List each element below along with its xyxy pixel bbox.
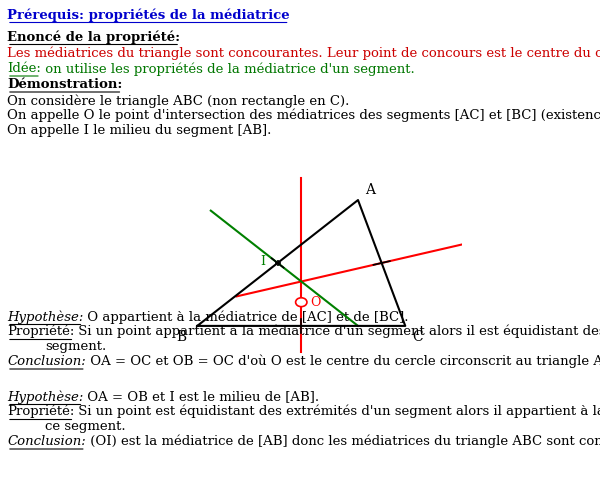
Text: OA = OB et I est le milieu de [AB].: OA = OB et I est le milieu de [AB]. [83, 390, 320, 403]
Text: Enoncé de la propriété:: Enoncé de la propriété: [7, 30, 180, 43]
Circle shape [296, 298, 307, 307]
Text: Les médiatrices du triangle sont concourantes. Leur point de concours est le cen: Les médiatrices du triangle sont concour… [7, 46, 600, 59]
Text: I: I [260, 255, 266, 268]
Text: (OI) est la médiatrice de [AB] donc les médiatrices du triangle ABC sont concour: (OI) est la médiatrice de [AB] donc les … [86, 435, 600, 449]
Text: On considère le triangle ABC (non rectangle en C).: On considère le triangle ABC (non rectan… [7, 94, 349, 108]
Text: On appelle I le milieu du segment [AB].: On appelle I le milieu du segment [AB]. [7, 124, 271, 137]
Text: Conclusion:: Conclusion: [7, 435, 86, 448]
Text: Si un point est équidistant des extrémités d'un segment alors il appartient à la: Si un point est équidistant des extrémit… [74, 405, 600, 418]
Text: B: B [176, 330, 187, 344]
Text: on utilise les propriétés de la médiatrice d'un segment.: on utilise les propriétés de la médiatri… [41, 62, 415, 75]
Text: Prérequis: propriétés de la médiatrice: Prérequis: propriétés de la médiatrice [7, 8, 290, 21]
Text: ce segment.: ce segment. [45, 420, 125, 433]
Text: O: O [311, 296, 321, 309]
Text: On appelle O le point d'intersection des médiatrices des segments [AC] et [BC] (: On appelle O le point d'intersection des… [7, 109, 600, 123]
Text: segment.: segment. [45, 340, 106, 353]
Text: OA = OC et OB = OC d'où O est le centre du cercle circonscrit au triangle ABC.: OA = OC et OB = OC d'où O est le centre … [86, 355, 600, 369]
Text: C: C [412, 330, 422, 344]
Text: Propriété:: Propriété: [7, 325, 74, 338]
Text: A: A [365, 183, 374, 197]
Text: Hypothèse:: Hypothèse: [7, 390, 83, 404]
Text: Conclusion:: Conclusion: [7, 355, 86, 368]
Text: Idée:: Idée: [7, 62, 41, 75]
Text: Hypothèse:: Hypothèse: [7, 310, 83, 323]
Text: O appartient à la médiatrice de [AC] et de [BC].: O appartient à la médiatrice de [AC] et … [83, 310, 409, 323]
Text: Propriété:: Propriété: [7, 405, 74, 418]
Text: Démonstration:: Démonstration: [7, 78, 122, 91]
Text: Si un point appartient à la médiatrice d'un segment alors il est équidistant des: Si un point appartient à la médiatrice d… [74, 325, 600, 338]
